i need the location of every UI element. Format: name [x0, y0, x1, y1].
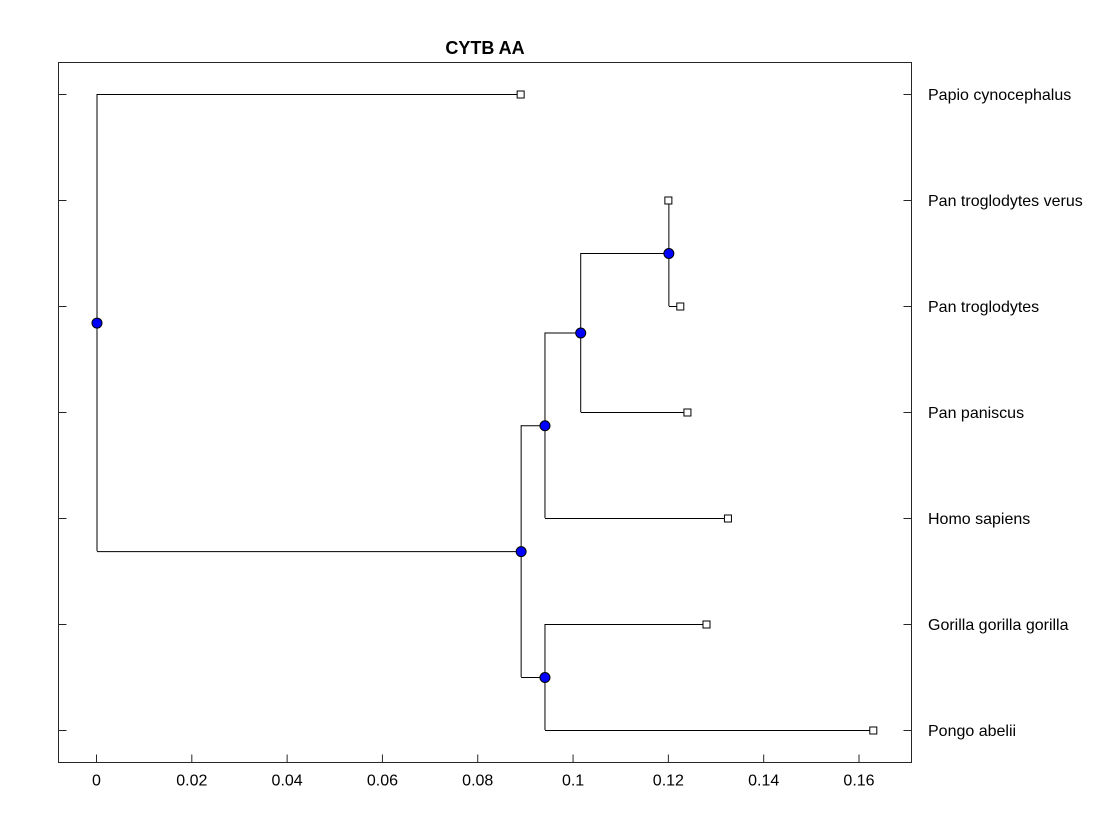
x-tick-label: 0.06	[367, 773, 398, 790]
y-axis	[58, 94, 912, 731]
internal-node-marker	[539, 420, 551, 432]
x-tick-label: 0.02	[176, 773, 207, 790]
leaf-label: Pan troglodytes verus	[928, 193, 1083, 210]
leaf-labels: Papio cynocephalus Pan troglodytes verus P…	[928, 87, 1083, 740]
leaf-marker	[516, 90, 525, 99]
x-tick-label: 0.1	[562, 773, 584, 790]
x-tick-label: 0.12	[653, 773, 684, 790]
leaf-marker	[869, 726, 878, 735]
chart-title: CYTB AA	[445, 38, 524, 58]
x-tick-label: 0.08	[462, 773, 493, 790]
leaf-label: Papio cynocephalus	[928, 87, 1071, 104]
leaf-label: Gorilla gorilla gorilla	[928, 617, 1069, 634]
leaf-marker	[676, 302, 685, 311]
x-tick-label: 0	[92, 773, 101, 790]
leaf-label: Pongo abelii	[928, 723, 1016, 740]
leaf-marker	[683, 408, 692, 417]
x-tick-label: 0.14	[748, 773, 779, 790]
leaf-label: Homo sapiens	[928, 511, 1030, 528]
leaf-marker	[702, 620, 711, 629]
internal-node-marker	[575, 327, 587, 339]
leaf-label: Pan troglodytes	[928, 299, 1039, 316]
internal-node-marker	[663, 248, 675, 259]
tree-branches	[96, 94, 874, 731]
x-axis: 0 0.02 0.04 0.06 0.08 0.1 0.12 0.14 0.16	[92, 754, 875, 790]
internal-node-marker	[539, 672, 551, 683]
internal-node-marker	[91, 317, 103, 329]
leaf-marker	[723, 514, 732, 523]
x-tick-label: 0.04	[272, 773, 303, 790]
tree-markers	[91, 90, 878, 735]
leaf-label: Pan paniscus	[928, 405, 1024, 422]
leaf-marker	[664, 196, 673, 205]
plot-area-box	[58, 62, 912, 763]
internal-node-marker	[515, 546, 527, 558]
x-tick-label: 0.16	[843, 773, 874, 790]
